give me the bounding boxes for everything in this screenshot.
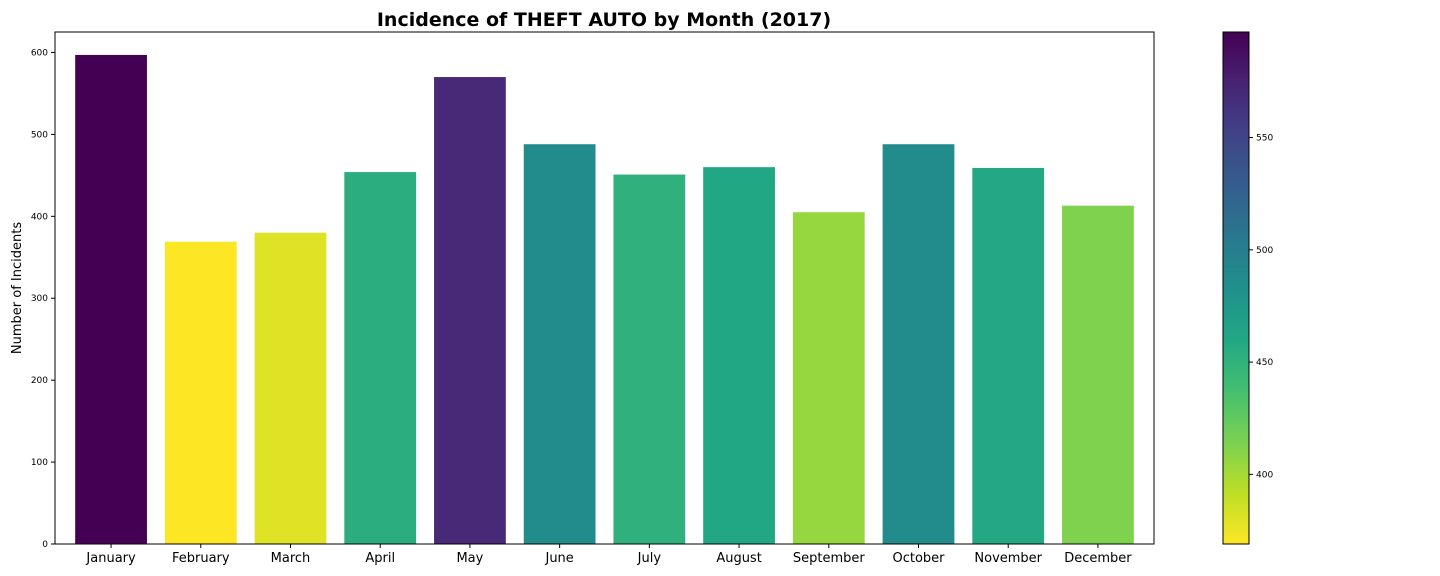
colorbar-tick-label: 450 <box>1256 358 1273 368</box>
x-tick-label: July <box>637 551 662 566</box>
colorbar-tick-label: 400 <box>1256 470 1273 480</box>
x-tick-label: January <box>85 551 136 566</box>
bar-october <box>882 144 955 544</box>
colorbar-tick-label: 550 <box>1256 134 1273 144</box>
y-tick-label: 600 <box>31 48 48 58</box>
bar-december <box>1062 205 1134 544</box>
y-axis: 0 100 200 300 400 500 600 <box>31 48 55 550</box>
x-tick-label: April <box>365 551 395 566</box>
y-tick-label: 100 <box>31 458 48 468</box>
bar-august <box>703 167 775 544</box>
bar-april <box>344 172 417 545</box>
x-tick-label: November <box>974 551 1042 566</box>
x-tick-label: December <box>1064 551 1132 566</box>
bar-march <box>254 232 327 545</box>
y-tick-label: 0 <box>42 540 48 550</box>
bar-january <box>75 54 147 545</box>
bars-group <box>75 54 1134 545</box>
colorbar-axis: 400 450 500 550 <box>1249 134 1273 480</box>
y-axis-label: Number of Incidents <box>10 222 25 354</box>
x-tick-label: October <box>892 551 945 566</box>
x-tick-label: August <box>716 551 762 566</box>
chart-title: Incidence of THEFT AUTO by Month (2017) <box>377 9 831 31</box>
y-tick-label: 400 <box>31 212 48 222</box>
bar-september <box>792 212 865 544</box>
bar-may <box>434 77 506 544</box>
x-tick-label: February <box>172 551 230 566</box>
plot-frame <box>54 31 1155 545</box>
y-tick-label: 300 <box>31 294 48 304</box>
y-tick-label: 200 <box>31 376 48 386</box>
bar-june <box>523 144 596 544</box>
y-tick-label: 500 <box>31 130 48 140</box>
x-tick-label: May <box>456 551 483 566</box>
bar-november <box>972 167 1045 545</box>
bar-february <box>164 241 237 544</box>
x-tick-label: September <box>793 551 866 566</box>
colorbar <box>1222 31 1250 545</box>
x-axis: January February March April May June July Augu… <box>85 544 1132 566</box>
x-tick-label: March <box>271 551 311 566</box>
bar-july <box>613 174 686 544</box>
colorbar-tick-label: 500 <box>1256 246 1273 256</box>
x-tick-label: June <box>544 551 573 566</box>
